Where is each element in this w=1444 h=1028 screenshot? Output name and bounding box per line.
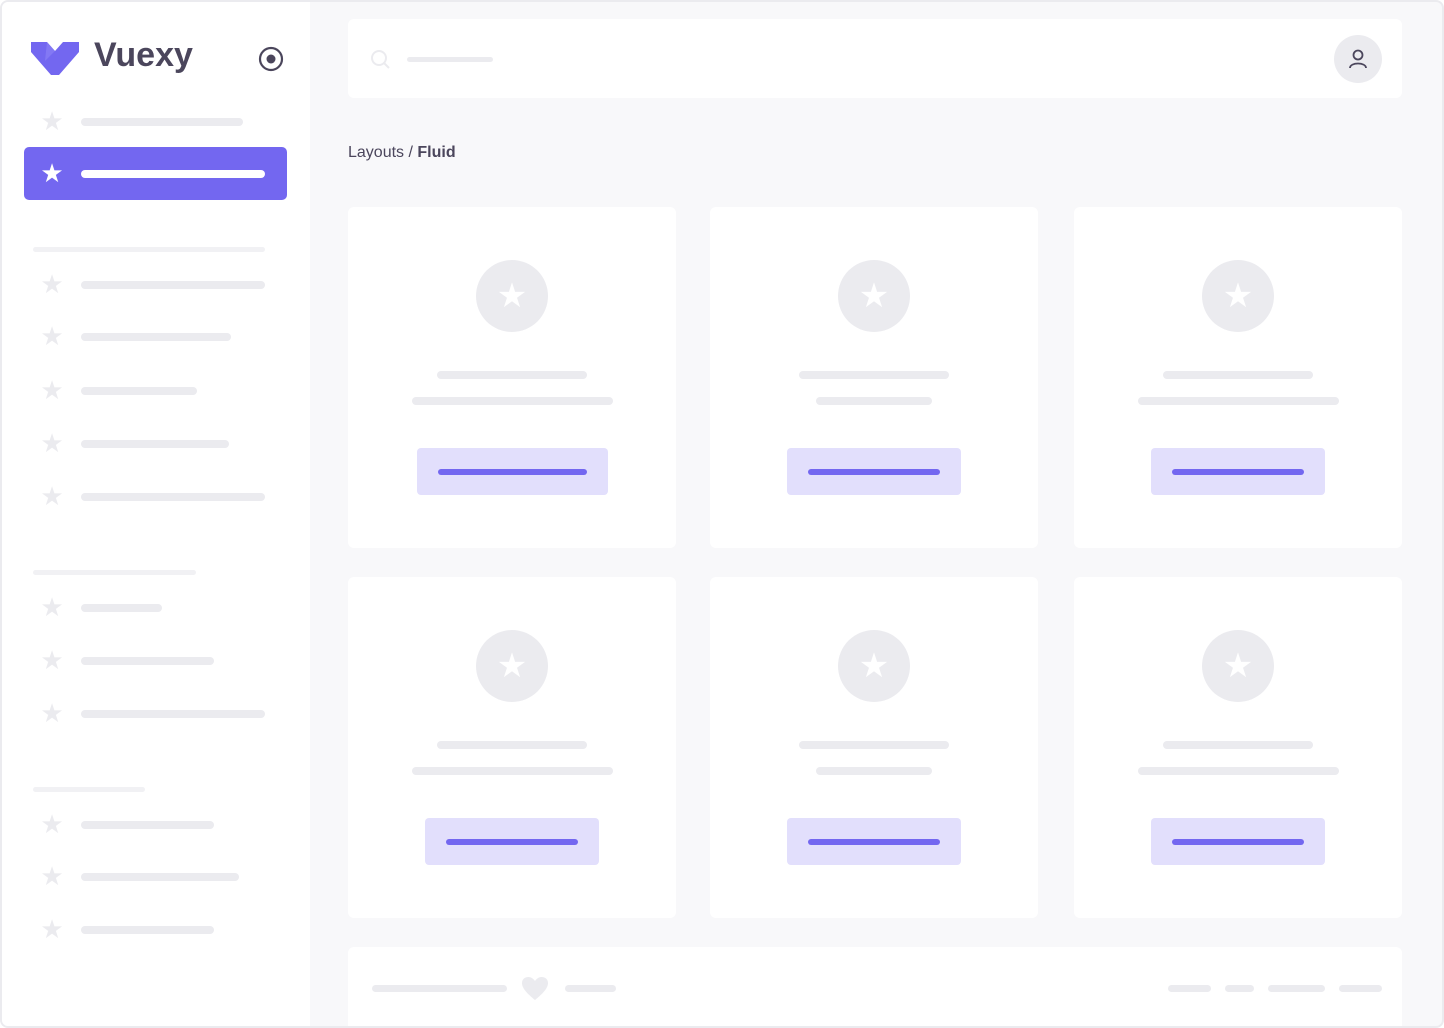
sidebar-section-header [33,247,265,252]
sidebar-item[interactable] [81,333,231,341]
card-button[interactable] [1151,448,1325,495]
sidebar-item[interactable] [81,821,214,829]
star-icon: ★ [40,106,64,136]
star-icon: ★ [40,321,64,351]
star-icon: ★ [476,630,548,702]
footer-text [565,985,616,992]
star-icon: ★ [40,592,64,622]
sidebar-item[interactable] [81,710,265,718]
card-text [1137,767,1339,775]
sidebar-item[interactable] [81,118,243,126]
footer-link[interactable] [1268,985,1325,992]
card-title [799,371,949,379]
card-text [1137,397,1339,405]
content-card: ★ [1074,577,1402,918]
star-icon: ★ [476,260,548,332]
card-button[interactable] [425,818,599,865]
star-icon: ★ [40,428,64,458]
star-icon: ★ [40,269,64,299]
star-icon: ★ [40,375,64,405]
card-text [411,397,613,405]
card-title [1163,371,1313,379]
avatar[interactable] [1334,35,1382,83]
vuexy-logo-icon [31,42,79,75]
top-navbar [348,19,1402,98]
star-icon: ★ [838,630,910,702]
sidebar-item[interactable] [81,440,229,448]
search-icon[interactable] [370,49,392,71]
content-card: ★ [348,207,676,548]
card-button[interactable] [787,818,961,865]
card-button[interactable] [416,448,608,495]
sidebar-item[interactable] [81,873,239,881]
star-icon: ★ [40,481,64,511]
card-title [799,741,949,749]
card-title [437,741,587,749]
star-icon: ★ [40,158,64,188]
footer-link[interactable] [1339,985,1382,992]
sidebar-item[interactable] [81,604,162,612]
sidebar-item[interactable] [81,281,265,289]
sidebar-item[interactable] [81,387,197,395]
card-text [816,767,932,775]
star-icon: ★ [838,260,910,332]
card-text [816,397,932,405]
footer-text [372,985,507,992]
content-card: ★ [1074,207,1402,548]
sidebar-item[interactable] [81,657,214,665]
radio-circle-icon[interactable] [258,46,284,72]
sidebar-item[interactable] [81,493,265,501]
content-card: ★ [710,207,1038,548]
sidebar-section-header [33,787,145,792]
brand-name: Vuexy [94,36,193,74]
card-title [1163,741,1313,749]
footer-link[interactable] [1225,985,1254,992]
star-icon: ★ [40,861,64,891]
star-icon: ★ [40,645,64,675]
heart-icon [522,977,548,1000]
card-button[interactable] [787,448,961,495]
breadcrumb-parent[interactable]: Layouts / [348,144,413,161]
breadcrumb-current: Fluid [417,144,456,161]
content-card: ★ [710,577,1038,918]
sidebar-item[interactable] [81,170,265,178]
user-icon [1349,49,1367,69]
card-text [411,767,613,775]
content-card: ★ [348,577,676,918]
search-input[interactable] [407,57,493,62]
star-icon: ★ [40,698,64,728]
card-title [437,371,587,379]
card-button[interactable] [1151,818,1325,865]
footer-link[interactable] [1168,985,1211,992]
star-icon: ★ [1202,630,1274,702]
footer [348,947,1402,1026]
sidebar-section-header [33,570,196,575]
breadcrumb: Layouts / Fluid [348,144,456,162]
star-icon: ★ [1202,260,1274,332]
star-icon: ★ [40,809,64,839]
sidebar-item[interactable] [81,926,214,934]
sidebar: Vuexy ★ ★ ★ ★ ★ ★ ★ ★ ★ ★ ★ ★ ★ [2,2,310,1026]
star-icon: ★ [40,914,64,944]
